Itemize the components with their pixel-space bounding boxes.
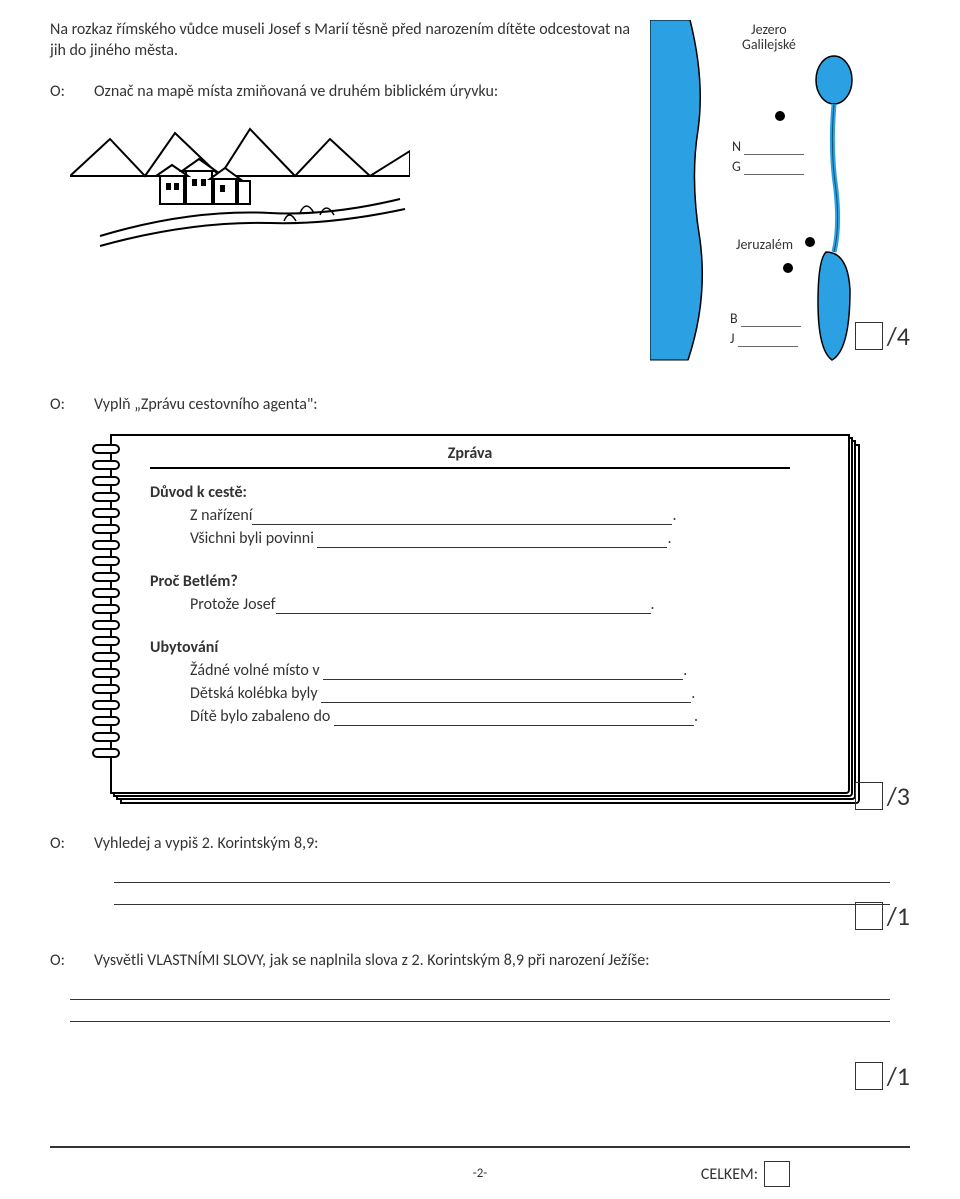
map-n-label: N: [732, 138, 741, 155]
lake-label: Jezero Galilejské: [742, 22, 796, 53]
nb-sec3b: Dětská kolébka byly: [190, 684, 318, 703]
nb-sec1b: Všichni byli povinni: [190, 529, 314, 548]
task3-lines[interactable]: [114, 861, 890, 905]
task3-text: Vyhledej a vypiš 2. Korintským 8,9:: [94, 834, 910, 853]
spiral-binding: [92, 444, 122, 758]
nb-sec3c: Dítě bylo zabaleno do: [190, 707, 330, 726]
task3-label: O:: [50, 834, 78, 853]
notebook: Zpráva Důvod k cestě: Z nařízení. Všichn…: [110, 434, 850, 794]
task4-lines[interactable]: [70, 978, 890, 1022]
intro-text: Na rozkaz římského vůdce museli Josef s …: [50, 20, 630, 62]
score-2: /3: [855, 780, 910, 812]
nb-sec3a: Žádné volné místo v: [190, 661, 320, 680]
footer-rule: [50, 1146, 910, 1148]
nb-sec1: Důvod k cestě:: [150, 483, 830, 502]
score-1: /4: [855, 320, 910, 352]
nb-sec1a: Z nařízení: [190, 506, 252, 525]
nb-sec2a: Protože Josef: [190, 595, 276, 614]
score-4: /1: [855, 1060, 910, 1092]
map-g-label: G: [732, 158, 741, 175]
task2-text: Vyplň „Zprávu cestovního agenta":: [94, 395, 910, 414]
task2-label: O:: [50, 395, 78, 414]
map-j-label: J: [730, 330, 734, 347]
task1-text: Označ na mapě místa zmiňovaná ve druhém …: [94, 82, 630, 101]
nb-sec3: Ubytování: [150, 638, 830, 657]
total-label: CELKEM:: [701, 1161, 790, 1187]
nb-sec2: Proč Betlém?: [150, 572, 830, 591]
task4-label: O:: [50, 951, 78, 970]
score-3: /1: [855, 900, 910, 932]
task1-label: O:: [50, 82, 78, 101]
task4-text: Vysvětli VLASTNÍMI SLOVY, jak se naplnil…: [94, 951, 910, 970]
town-sketch: [70, 121, 410, 251]
jerusalem-label: Jeruzalém: [736, 236, 793, 253]
map-b-label: B: [730, 310, 738, 327]
notebook-title: Zpráva: [150, 444, 790, 469]
